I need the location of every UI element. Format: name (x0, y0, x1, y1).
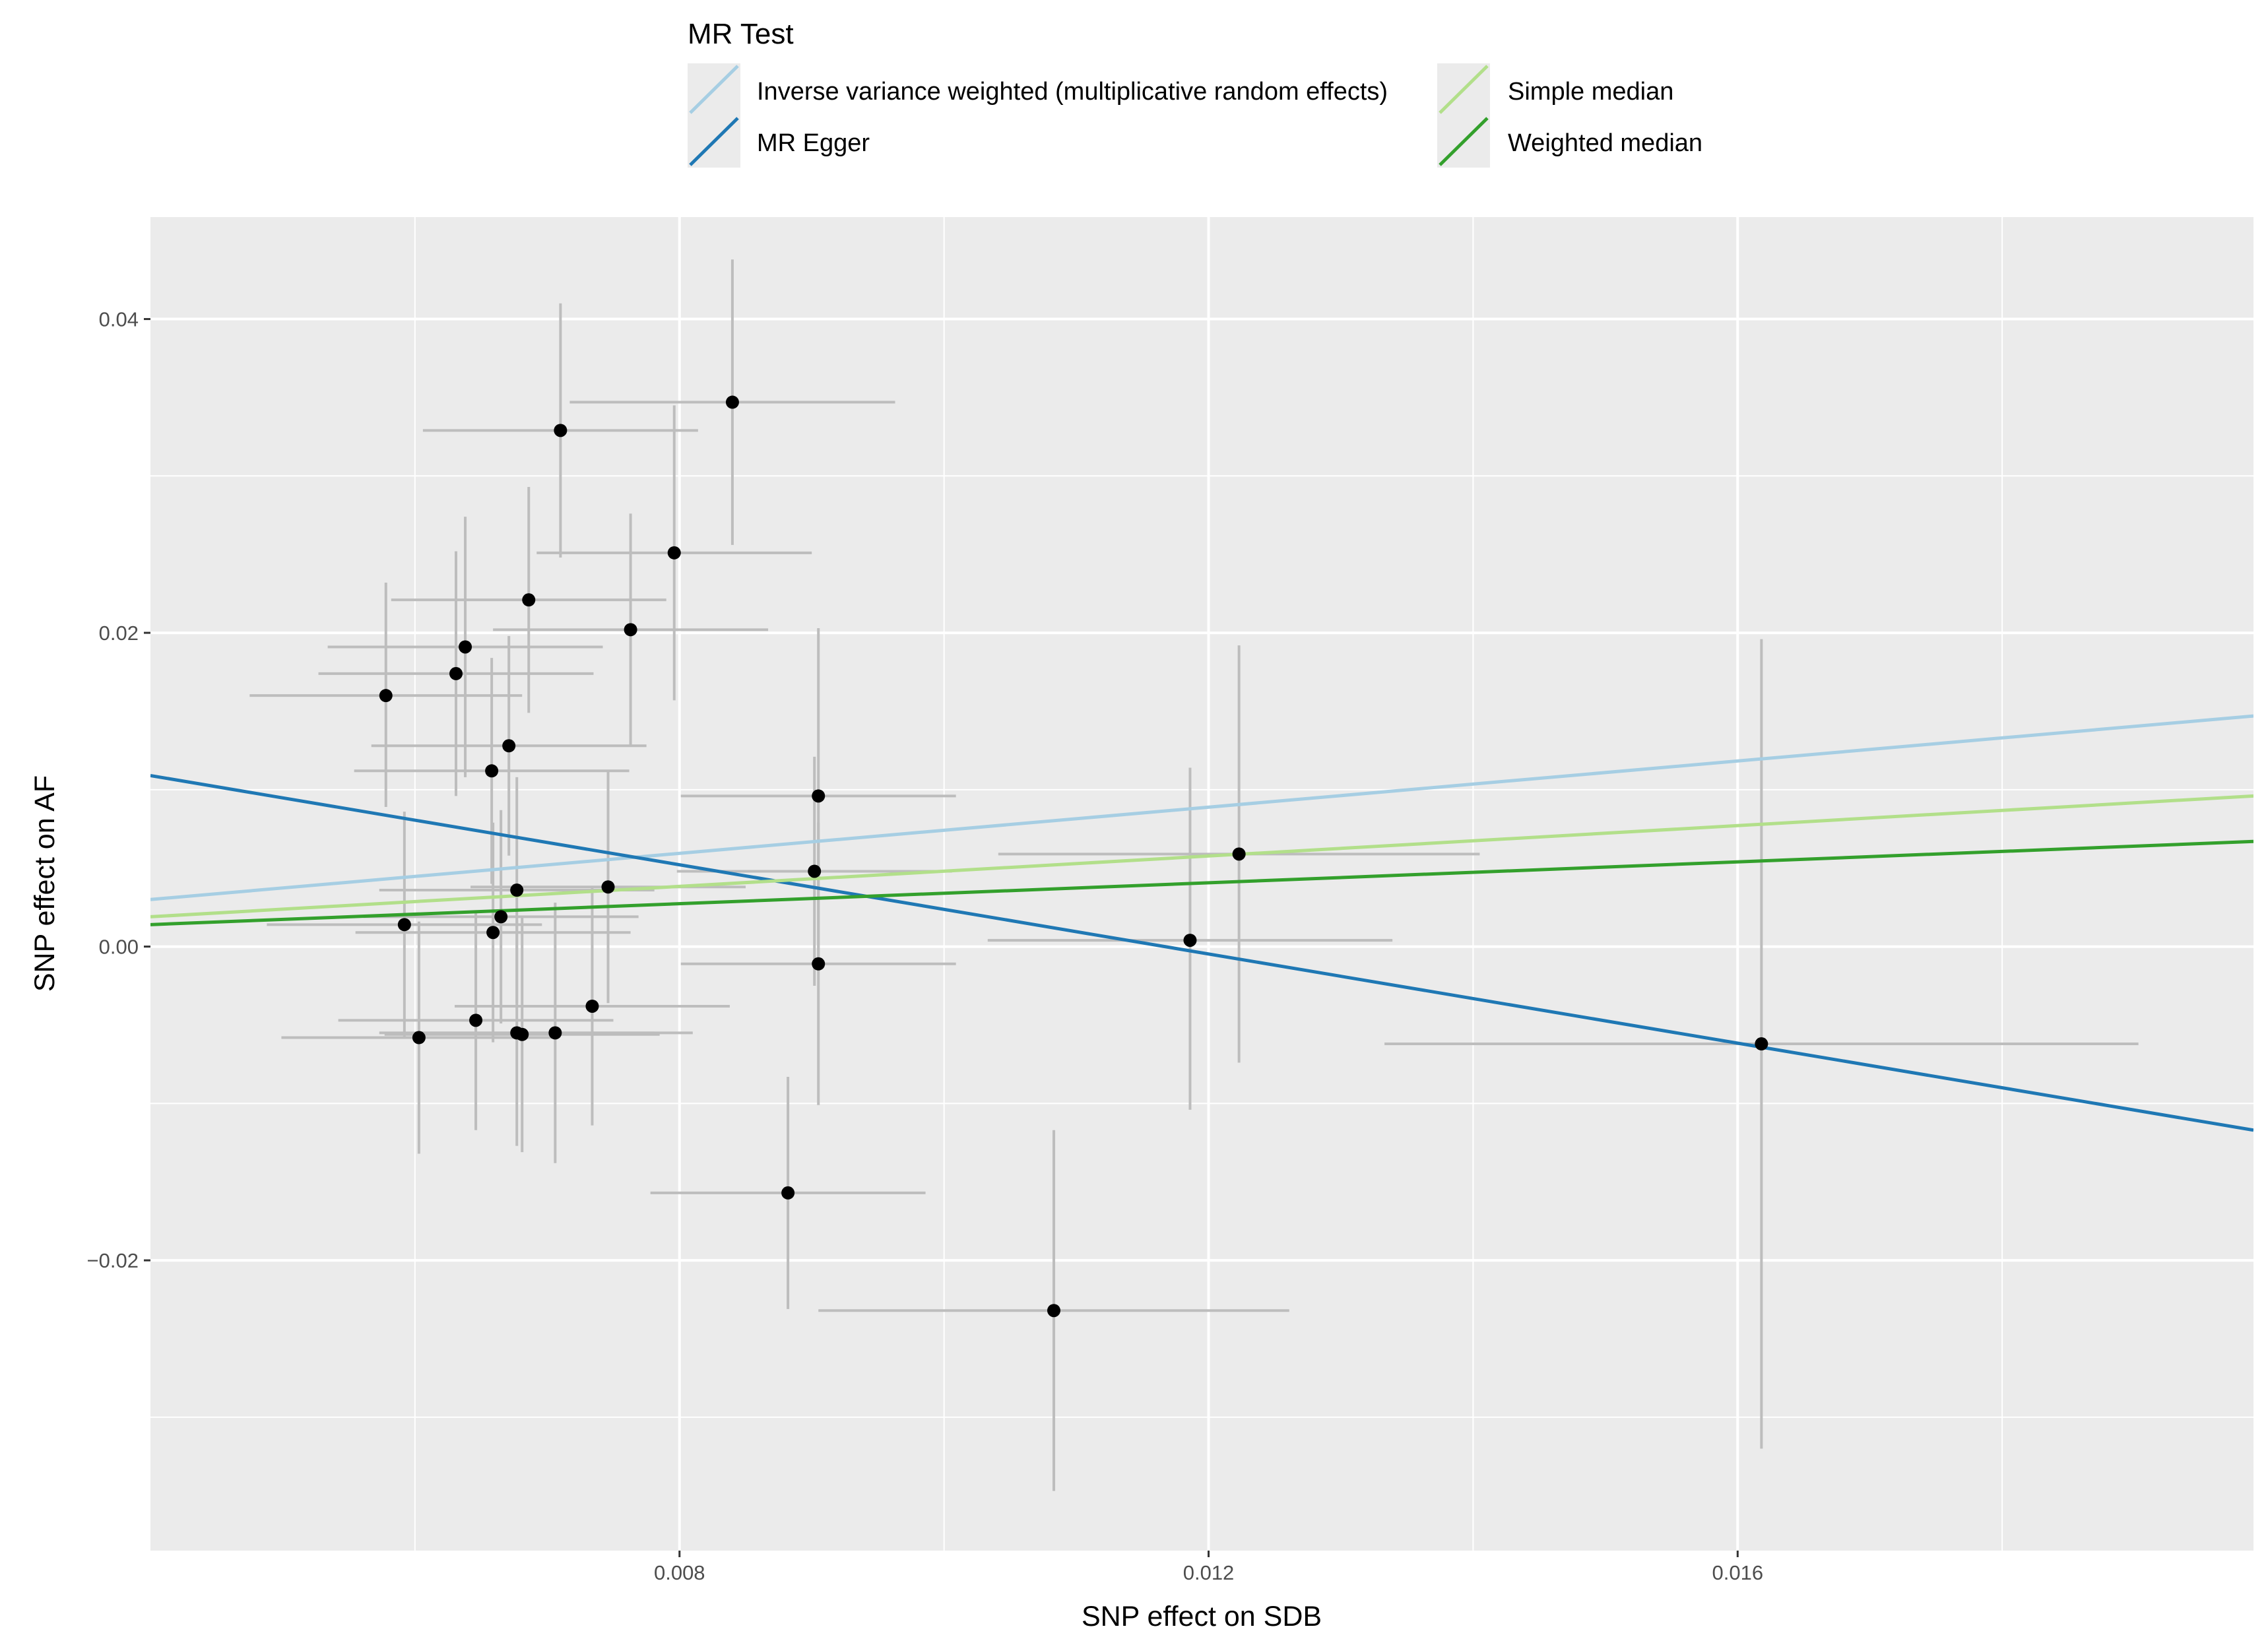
legend-swatch-ivw (689, 65, 739, 114)
snp-point (502, 739, 516, 753)
legend-entry-simple-median: Simple median (1437, 63, 1673, 115)
snp-point (522, 593, 536, 607)
snp-point (486, 926, 500, 940)
snp-point (725, 395, 739, 409)
snp-point (808, 864, 822, 878)
snp-point (624, 623, 637, 637)
x-tick-label: 0.008 (654, 1561, 705, 1584)
legend-label-simple-median: Simple median (1508, 78, 1673, 106)
snp-point (397, 918, 411, 932)
snp-point (585, 999, 599, 1013)
legend-title: MR Test (688, 18, 794, 50)
snp-point (485, 764, 499, 778)
x-tick-label: 0.016 (1712, 1561, 1763, 1584)
y-axis-title: SNP effect on AF (29, 775, 61, 992)
snp-point (601, 880, 615, 894)
x-axis-title: SNP effect on SDB (1082, 1601, 1322, 1632)
snp-point (1755, 1037, 1768, 1051)
snp-point (548, 1026, 562, 1040)
snp-point (412, 1031, 426, 1044)
legend-swatch-weighted-median (1439, 117, 1489, 166)
snp-point (812, 789, 826, 803)
snp-point (449, 666, 463, 680)
y-tick-label: 0.00 (99, 936, 139, 959)
snp-point (554, 424, 567, 437)
y-tick-label: 0.02 (99, 622, 139, 645)
axes: 0.008 0.012 0.016 −0.02 0.00 0.02 0.04 (87, 308, 1764, 1584)
grid-lines (150, 217, 2253, 1551)
ivw-line (150, 714, 2253, 901)
snp-point (379, 689, 393, 703)
legend-swatch-mr-egger (689, 117, 739, 166)
legend-entry-weighted-median: Weighted median (1437, 115, 1702, 168)
legend-entry-ivw: Inverse variance weighted (multiplicativ… (688, 63, 1388, 115)
snp-point (667, 546, 681, 560)
snp-point (469, 1013, 483, 1027)
snp-point (1047, 1304, 1061, 1318)
snp-point (494, 910, 508, 924)
legend-entry-mr-egger: MR Egger (688, 115, 870, 168)
legend-label-mr-egger: MR Egger (757, 129, 870, 157)
data-points (379, 395, 1768, 1318)
legend-swatch-simple-median (1439, 65, 1489, 114)
legend-label-ivw: Inverse variance weighted (multiplicativ… (757, 78, 1388, 106)
legend-label-weighted-median: Weighted median (1508, 129, 1702, 157)
mr-egger-line (150, 773, 2253, 1132)
snp-point (812, 957, 826, 971)
snp-point (781, 1186, 795, 1200)
y-tick-label: 0.04 (99, 308, 139, 331)
snp-point (510, 884, 524, 897)
legend: MR Test Inverse variance weighted (multi… (688, 18, 1702, 168)
x-tick-label: 0.012 (1183, 1561, 1235, 1584)
snp-point (1232, 847, 1246, 861)
snp-point (1183, 934, 1197, 948)
snp-point (459, 640, 472, 654)
simple-median-line (150, 794, 2253, 918)
snp-point (515, 1027, 529, 1041)
y-tick-label: −0.02 (87, 1249, 139, 1272)
